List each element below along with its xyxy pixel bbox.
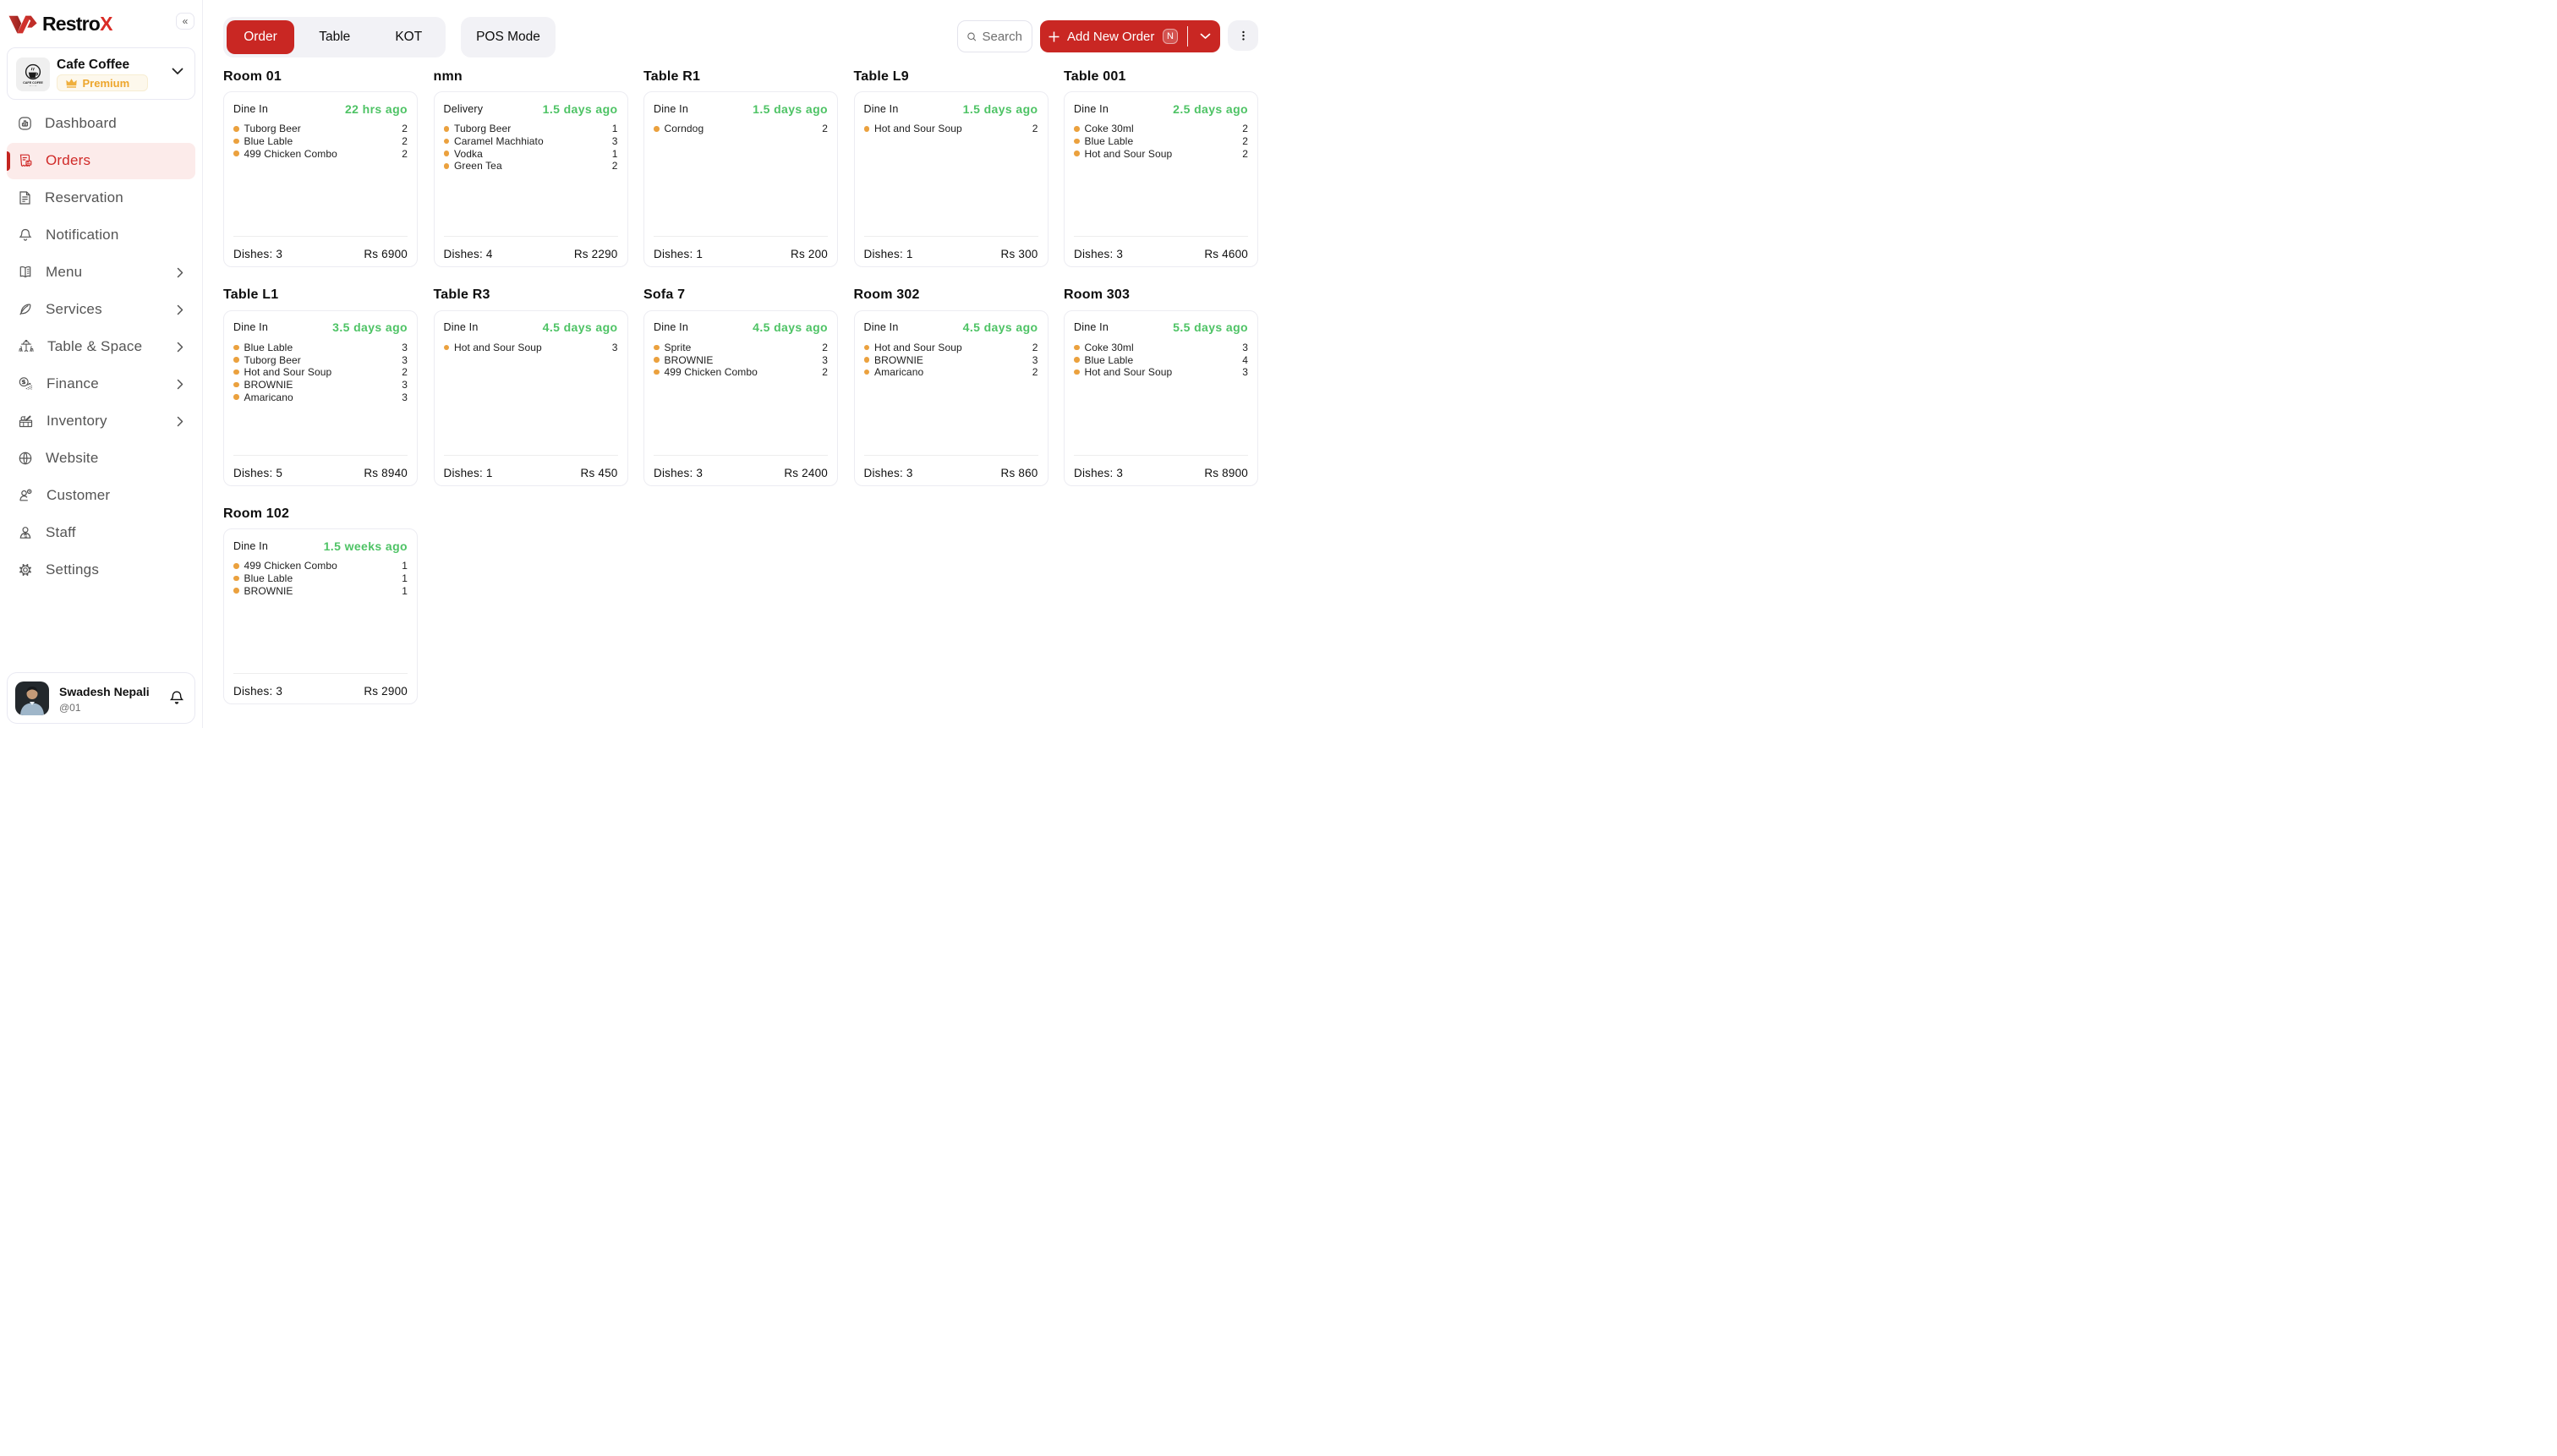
svg-text:— ··· —: — ··· — xyxy=(30,85,37,88)
svg-text:CAFE COFEE: CAFE COFEE xyxy=(23,81,43,85)
